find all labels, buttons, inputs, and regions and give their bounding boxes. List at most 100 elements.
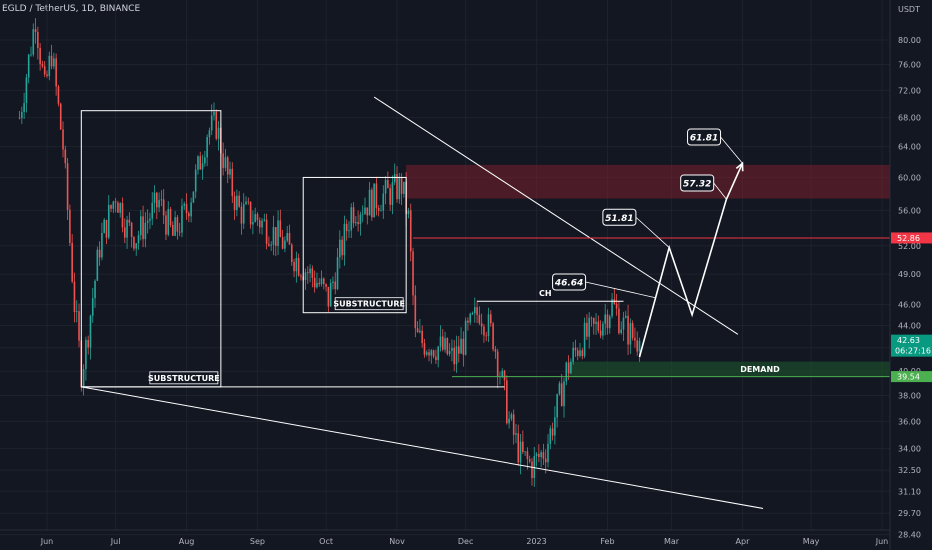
substructure-box[interactable]: [302, 176, 407, 314]
candle-body: [563, 381, 565, 407]
target-box[interactable]: [687, 128, 722, 146]
demand-zone-label: DEMAND: [740, 365, 780, 374]
candle-body: [528, 459, 531, 462]
target-box[interactable]: [602, 208, 637, 226]
candle-body: [391, 182, 394, 205]
candle-body: [430, 350, 433, 356]
target-box[interactable]: [680, 174, 715, 192]
candle-body: [473, 307, 476, 314]
candle-body: [247, 201, 250, 203]
price-tag: [891, 371, 932, 383]
candle-body: [629, 323, 632, 345]
candle-body: [172, 225, 174, 236]
downtrend-line[interactable]: [373, 96, 739, 335]
candle-body: [103, 219, 105, 233]
x-tick-label: 2023: [526, 537, 546, 546]
candle-body: [119, 203, 122, 213]
candle-body: [41, 64, 44, 67]
y-tick-label: 31.10: [898, 487, 921, 496]
x-tick-label: May: [803, 537, 820, 546]
candle-body: [480, 323, 483, 327]
candle-body: [215, 111, 218, 139]
candle-body: [371, 189, 373, 218]
candle-body: [71, 242, 73, 282]
candle-body: [501, 370, 504, 377]
target-label: 57.32: [683, 180, 711, 190]
candle-body: [133, 236, 135, 249]
candle-body: [533, 456, 536, 479]
candle-body: [293, 261, 295, 272]
lower-trendline[interactable]: [81, 386, 764, 509]
candle-body: [393, 174, 396, 183]
candle-body: [444, 338, 446, 350]
y-tick-label: 60.00: [898, 173, 921, 182]
candle-body: [25, 77, 28, 104]
x-tick-label: Nov: [389, 537, 405, 546]
candle-body: [439, 336, 442, 347]
candle-body: [377, 208, 380, 211]
candle-body: [357, 222, 359, 225]
candle-body: [334, 281, 337, 290]
candle-body: [258, 220, 261, 228]
x-tick-label: Jun: [875, 537, 889, 546]
x-axis[interactable]: Jun Jul Aug Sep Oct Nov Dec 2023 Feb Mar Apr May Jun: [0, 529, 890, 546]
candle-body: [526, 451, 529, 460]
candle-body: [355, 222, 357, 224]
candle-body: [551, 428, 554, 436]
y-tick-label: 36.00: [898, 417, 921, 426]
candle-body: [624, 315, 627, 318]
target-label: 46.64: [554, 279, 583, 289]
candle-body: [66, 163, 69, 210]
candle-body: [270, 244, 272, 246]
target-label: 51.81: [605, 214, 633, 224]
zones: DEMAND: [406, 164, 890, 377]
candle-body: [483, 326, 485, 336]
candle-body: [604, 314, 606, 324]
candle-body: [261, 220, 263, 228]
candle-body: [288, 233, 291, 245]
candle-body: [638, 340, 641, 352]
candle-body: [327, 286, 330, 307]
candle-body: [634, 337, 636, 341]
candle-body: [631, 323, 634, 338]
candle-body: [43, 66, 46, 75]
candle-body: [107, 205, 110, 238]
candle-body: [583, 322, 586, 357]
candle-body: [233, 196, 236, 210]
candle-body: [32, 29, 35, 55]
candle-body: [169, 208, 172, 226]
target-leader-line: [720, 136, 743, 164]
price-tag-value: 52.86: [897, 234, 920, 243]
x-tick-label: Sep: [250, 537, 265, 546]
candle-body: [167, 208, 170, 235]
candle-body: [599, 330, 602, 336]
candle-body: [350, 207, 353, 231]
x-tick-label: Apr: [736, 537, 751, 546]
candle-body: [204, 157, 206, 164]
y-axis[interactable]: USDT 80.00 76.00 72.00 68.00 64.00 60.00 56.00 5…: [889, 0, 932, 550]
candle-body: [311, 268, 314, 278]
candle-body: [89, 315, 92, 348]
candle-body: [332, 281, 334, 283]
candle-body: [62, 129, 64, 150]
candle-body: [570, 361, 572, 374]
candle-body: [309, 268, 311, 274]
candle-body: [384, 179, 387, 194]
candle-body: [46, 74, 48, 77]
y-tick-label: 44.00: [898, 322, 921, 331]
candle-body: [421, 330, 423, 344]
y-tick-label: 29.70: [898, 509, 921, 518]
candle-body: [213, 111, 215, 116]
candle-body: [409, 210, 412, 252]
projection-path[interactable]: [638, 162, 744, 358]
candle-body: [515, 433, 517, 435]
candle-body: [50, 55, 53, 67]
candle-body: [544, 458, 547, 463]
candle-body: [112, 201, 115, 209]
candle-body: [96, 249, 99, 281]
candle-body: [281, 237, 284, 249]
x-tick-label: Aug: [179, 537, 195, 546]
target-box[interactable]: [552, 273, 587, 291]
supply-zone: [406, 164, 890, 199]
